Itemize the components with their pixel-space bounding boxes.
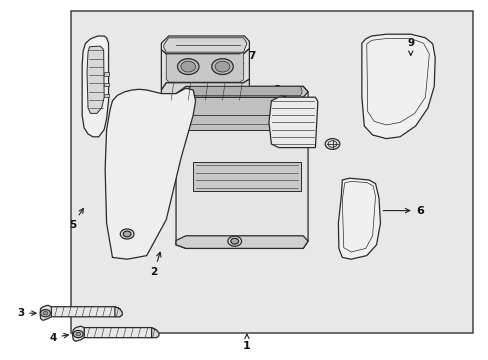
Polygon shape (163, 38, 246, 52)
Bar (104, 83, 109, 86)
Bar (188, 97, 303, 130)
Circle shape (123, 231, 131, 237)
Circle shape (215, 61, 229, 72)
Bar (193, 162, 300, 191)
Circle shape (181, 61, 195, 72)
Polygon shape (84, 328, 157, 338)
Polygon shape (82, 36, 108, 137)
Circle shape (120, 229, 134, 239)
Polygon shape (87, 46, 104, 113)
Text: 4: 4 (49, 333, 68, 343)
Text: 6: 6 (383, 206, 424, 216)
Polygon shape (188, 86, 302, 95)
Circle shape (41, 310, 50, 317)
Polygon shape (268, 97, 317, 148)
Polygon shape (161, 36, 249, 54)
Text: 9: 9 (407, 38, 413, 55)
Circle shape (43, 311, 48, 315)
Polygon shape (161, 49, 249, 90)
Polygon shape (361, 34, 434, 139)
Bar (71, 11, 472, 333)
Bar (104, 94, 109, 97)
Circle shape (177, 59, 199, 75)
Polygon shape (40, 305, 51, 320)
Polygon shape (151, 328, 159, 338)
Polygon shape (115, 307, 122, 317)
Polygon shape (176, 236, 307, 248)
Polygon shape (338, 178, 380, 259)
Circle shape (76, 332, 81, 336)
Polygon shape (161, 79, 249, 106)
Text: 2: 2 (150, 252, 161, 277)
Polygon shape (176, 86, 307, 97)
Polygon shape (105, 88, 195, 259)
Polygon shape (166, 52, 243, 82)
Circle shape (325, 139, 339, 149)
Circle shape (230, 238, 238, 244)
Text: 5: 5 (69, 208, 83, 230)
Text: 1: 1 (243, 334, 250, 351)
Polygon shape (51, 307, 121, 317)
Text: 8: 8 (273, 85, 285, 97)
Bar (104, 72, 109, 76)
Text: 7: 7 (236, 51, 256, 69)
Text: 3: 3 (17, 308, 36, 318)
Circle shape (73, 330, 83, 338)
Polygon shape (176, 86, 307, 248)
Circle shape (227, 236, 241, 246)
Polygon shape (72, 326, 84, 341)
Circle shape (211, 59, 233, 75)
